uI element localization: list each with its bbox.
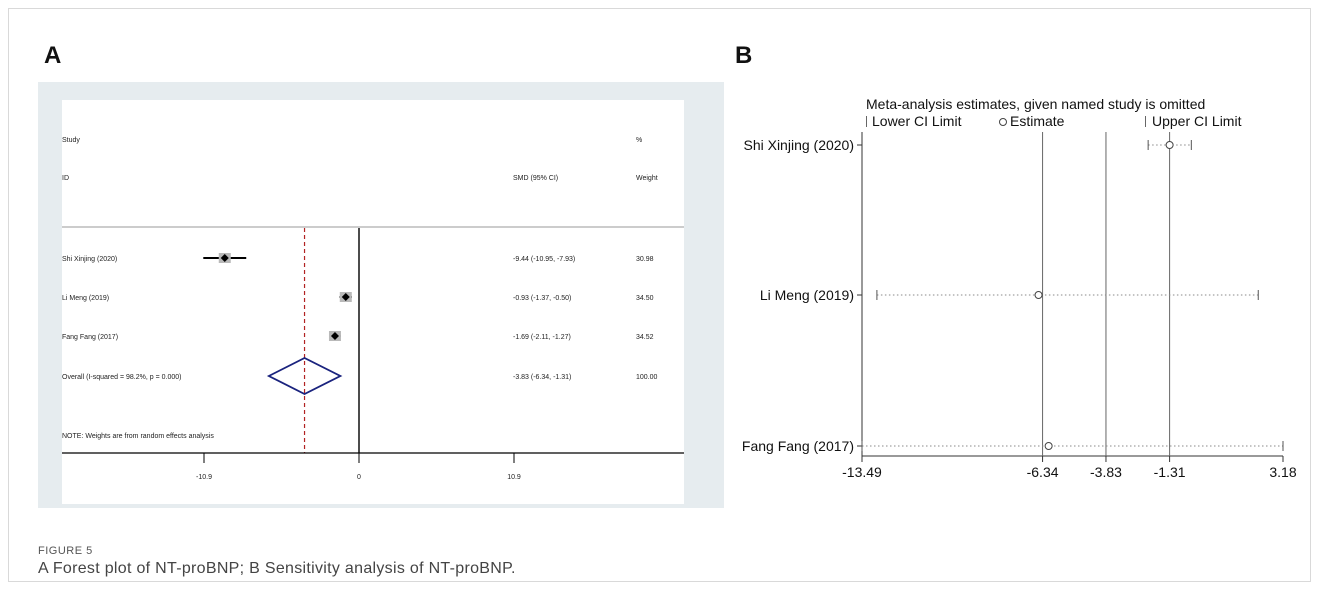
sens-estimate-1 — [1034, 291, 1043, 299]
legend-lower-marker — [866, 116, 867, 127]
caption-text: A Forest plot of NT-proBNP; B Sensitivit… — [38, 560, 516, 577]
sens-study-name-2: Fang Fang (2017) — [742, 438, 854, 454]
study-point-1 — [341, 293, 350, 301]
legend-upper: Upper CI Limit — [1152, 113, 1242, 129]
study-weight-0: 30.98 — [636, 256, 654, 263]
study-weight-2: 34.52 — [636, 334, 654, 341]
figure-frame — [8, 8, 1311, 582]
sens-x-tick-label-0: -13.49 — [842, 464, 882, 480]
overall-diamond — [266, 356, 343, 396]
legend-upper-marker — [1145, 116, 1146, 127]
panel-b-label: B — [735, 42, 753, 69]
legend-estimate: Estimate — [1010, 113, 1065, 129]
overall-label: Overall (I-squared = 98.2%, p = 0.000) — [62, 374, 181, 381]
study-smd-0: -9.44 (-10.95, -7.93) — [513, 256, 575, 263]
sens-x-tick-label-2: -3.83 — [1090, 464, 1122, 480]
header-id: ID — [62, 175, 69, 182]
study-name-0: Shi Xinjing (2020) — [62, 256, 117, 263]
study-name-1: Li Meng (2019) — [62, 295, 109, 302]
sens-estimate-0 — [1165, 141, 1174, 149]
study-point-0 — [220, 254, 229, 262]
legend-estimate-marker — [999, 118, 1007, 126]
forest-note: NOTE: Weights are from random effects an… — [62, 433, 214, 440]
sens-x-tick-label-1: -6.34 — [1027, 464, 1059, 480]
caption-title: FIGURE 5 — [38, 545, 93, 557]
header-study: Study — [62, 137, 80, 144]
overall-weight: 100.00 — [636, 374, 658, 381]
header-smd: SMD (95% CI) — [513, 175, 558, 182]
sensitivity-title: Meta-analysis estimates, given named stu… — [866, 96, 1206, 112]
sens-study-name-0: Shi Xinjing (2020) — [743, 137, 854, 153]
legend-lower: Lower CI Limit — [872, 113, 962, 129]
study-weight-1: 34.50 — [636, 295, 654, 302]
study-smd-1: -0.93 (-1.37, -0.50) — [513, 295, 571, 302]
sens-x-tick-label-3: -1.31 — [1154, 464, 1186, 480]
forest-plot-area — [62, 100, 684, 504]
study-name-2: Fang Fang (2017) — [62, 334, 118, 341]
panel-a-label: A — [44, 42, 62, 69]
header-weight: Weight — [636, 175, 658, 182]
sens-x-tick-label-4: 3.18 — [1269, 464, 1296, 480]
forest-x-tick-label-0: -10.9 — [196, 474, 212, 481]
study-point-2 — [330, 332, 339, 340]
forest-x-tick-label-2: 10.9 — [507, 474, 521, 481]
sens-study-name-1: Li Meng (2019) — [760, 287, 854, 303]
header-percent: % — [636, 137, 642, 144]
overall-smd: -3.83 (-6.34, -1.31) — [513, 374, 571, 381]
forest-x-tick-label-1: 0 — [357, 474, 361, 481]
sens-estimate-2 — [1044, 442, 1053, 450]
study-smd-2: -1.69 (-2.11, -1.27) — [513, 334, 571, 341]
